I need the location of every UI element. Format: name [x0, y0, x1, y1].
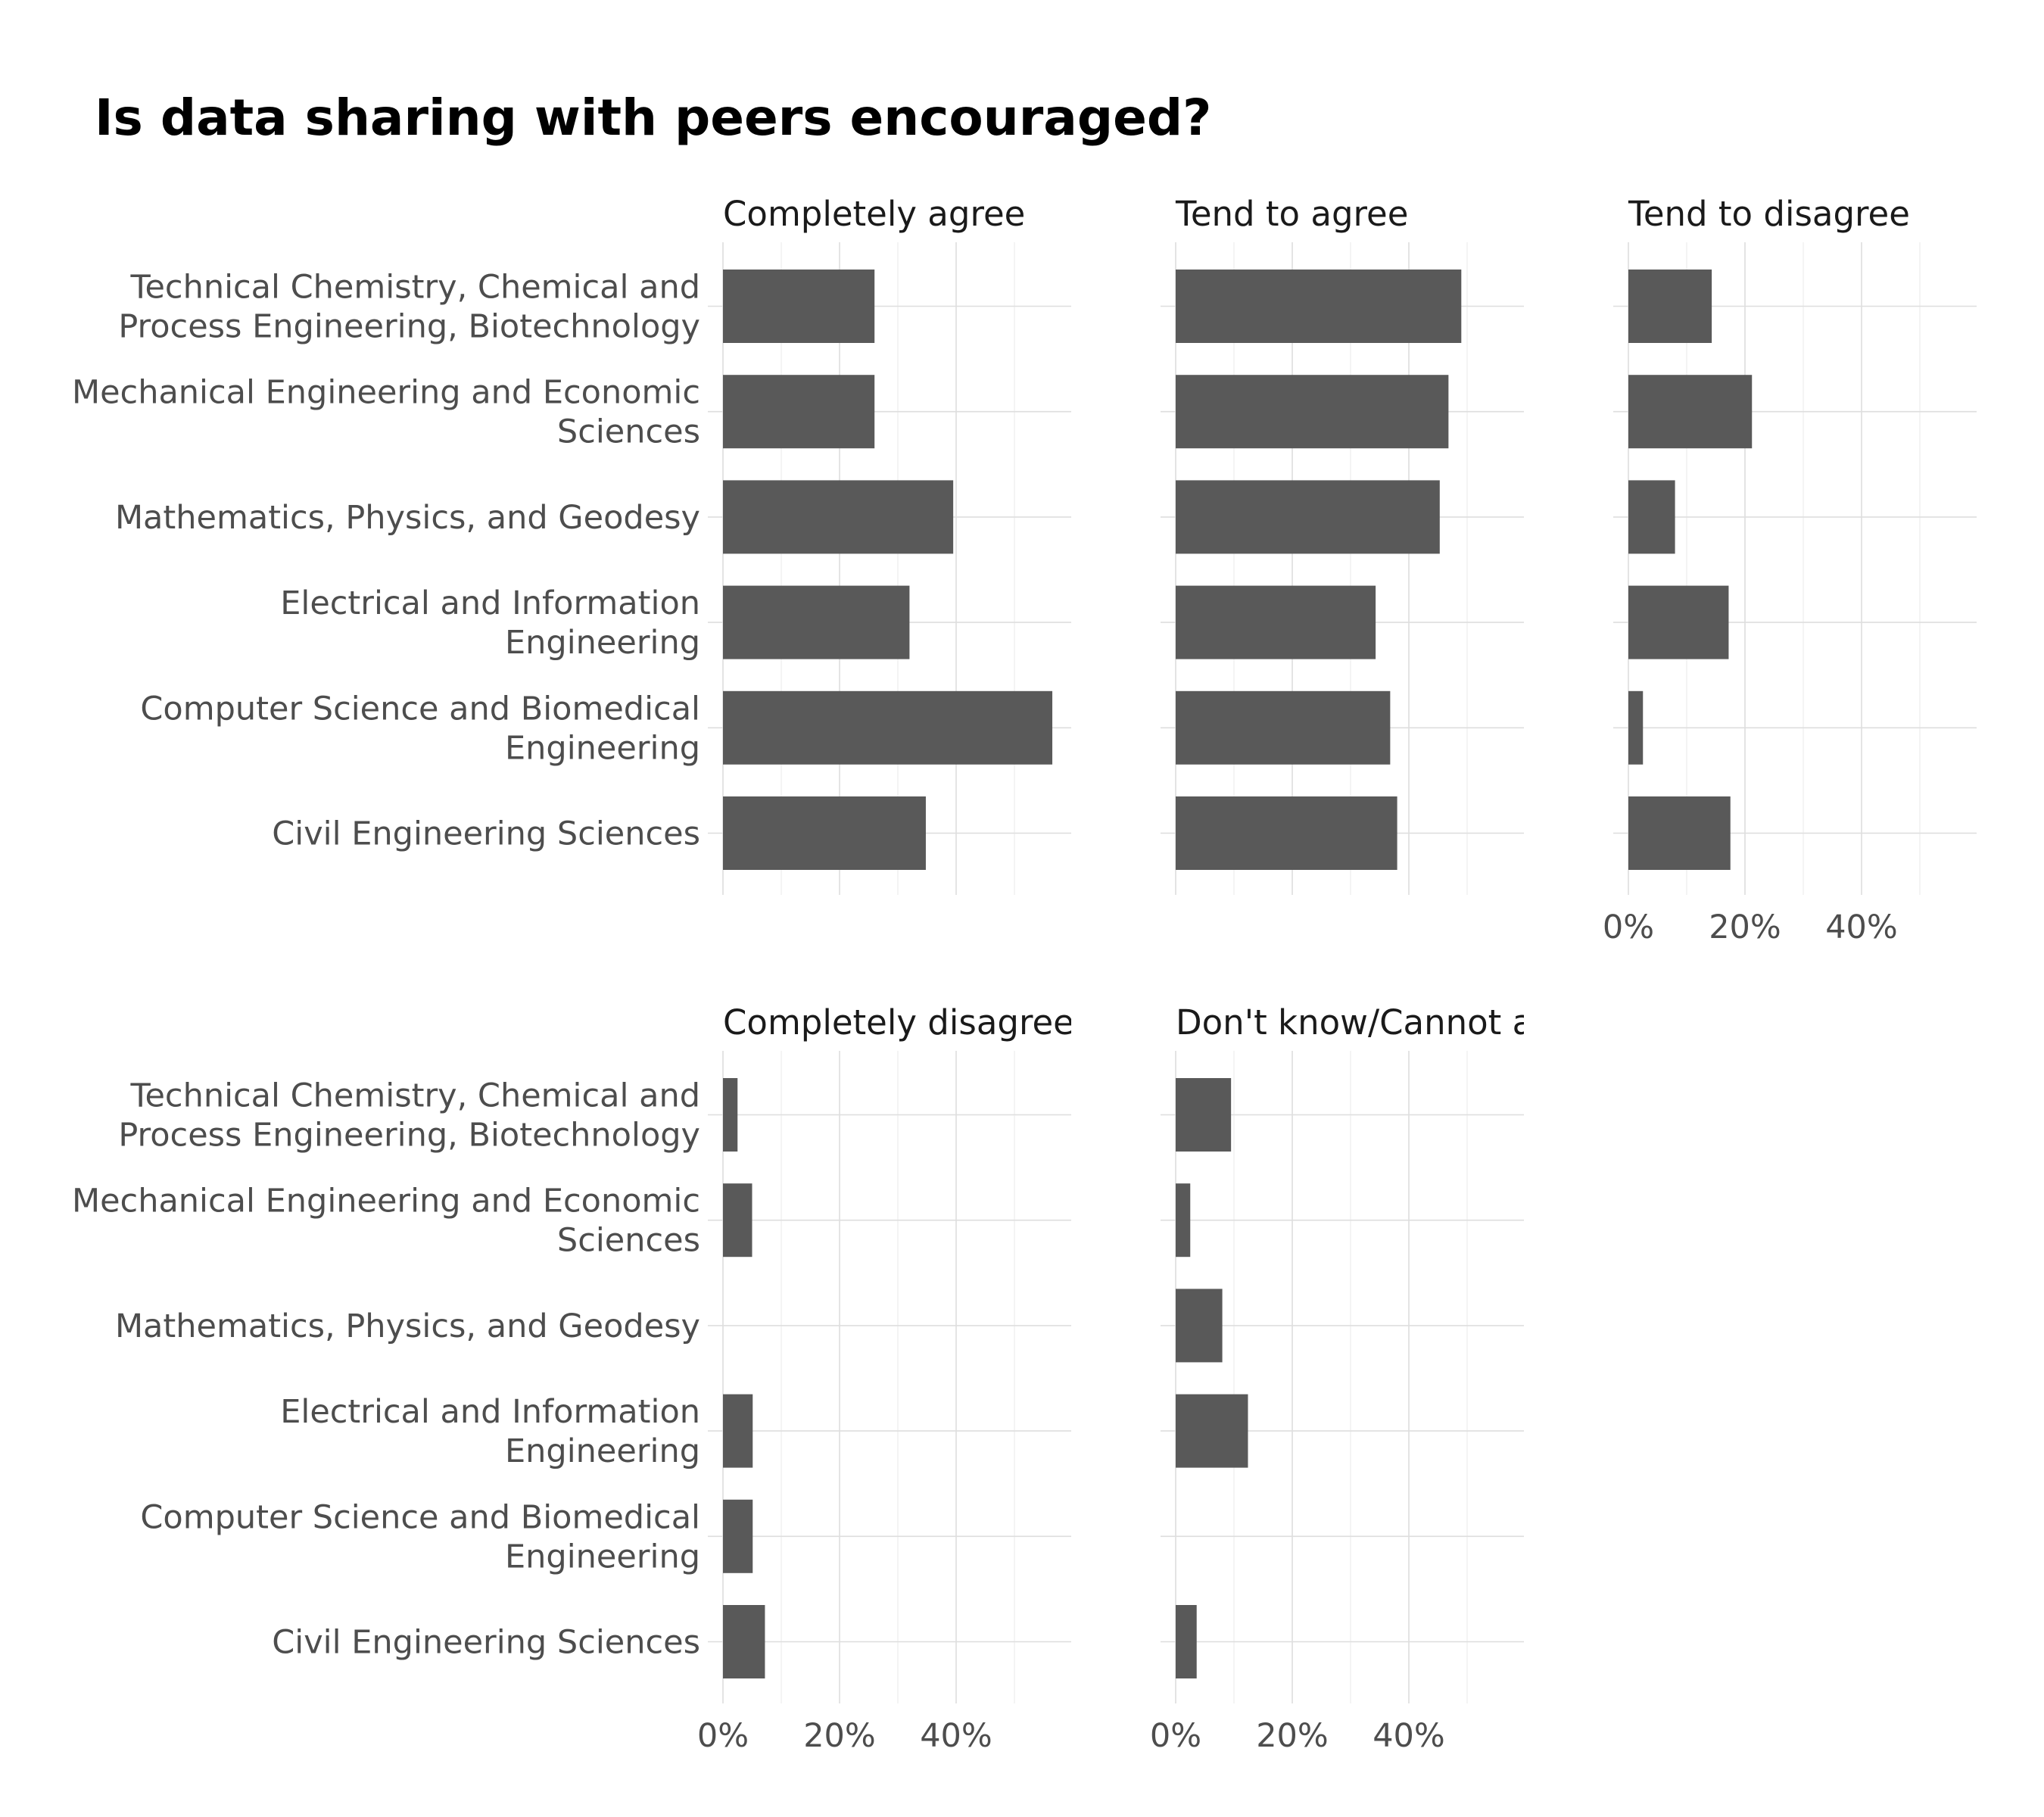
x-tick-label: 0% [1150, 1717, 1201, 1755]
bar [723, 690, 1053, 765]
bar [1176, 690, 1391, 765]
bar [1628, 585, 1729, 659]
bar [1628, 796, 1731, 870]
facet-title: Completely disagree [723, 1002, 1074, 1043]
category-label: Mechanical Engineering and Economic [72, 1183, 700, 1220]
bar [1628, 690, 1644, 765]
x-tick-label: 40% [920, 1717, 992, 1755]
category-label: Civil Engineering Sciences [272, 815, 700, 853]
facet-panel: Don't know/Cannot a 0% 20% 40% [1150, 1002, 1533, 1755]
category-label: Engineering [505, 624, 700, 662]
bar [1176, 375, 1449, 449]
bar [723, 270, 875, 343]
x-tick-label: 20% [1256, 1717, 1329, 1755]
facet-title: Don't know/Cannot a [1176, 1002, 1533, 1043]
bar [723, 796, 926, 870]
category-label: Mathematics, Physics, and Geodesy [115, 499, 700, 537]
facet-panel: Completely disagree Technical Chemistry, … [72, 1002, 1074, 1755]
bar [723, 480, 954, 554]
category-label: Sciences [557, 1222, 700, 1260]
category-label: Electrical and Information [280, 584, 700, 622]
facet-panel: Tend to disagree 0% 20% 40% [1603, 194, 1977, 946]
category-label: Engineering [505, 1538, 700, 1575]
bar [1176, 1605, 1197, 1678]
category-label: Computer Science and Biomedical [140, 1498, 700, 1536]
bar [723, 1394, 753, 1468]
bar [723, 375, 875, 449]
bar [1176, 585, 1376, 659]
category-label: Civil Engineering Sciences [272, 1624, 700, 1662]
category-label: Technical Chemistry, Chemical and [130, 269, 700, 307]
category-label: Sciences [557, 413, 700, 451]
bar [723, 1183, 752, 1258]
x-tick-label: 0% [1603, 908, 1654, 946]
facet-title: Tend to agree [1175, 194, 1408, 234]
bar [1176, 1078, 1232, 1152]
x-tick-label: 0% [697, 1717, 749, 1755]
x-tick-label: 20% [1709, 908, 1781, 946]
bar [1176, 270, 1462, 343]
bar [723, 1499, 753, 1573]
x-tick-label: 40% [1373, 1717, 1445, 1755]
facet-panel: Tend to agree [1161, 194, 1524, 895]
x-tick-label: 20% [803, 1717, 876, 1755]
bar [1176, 796, 1397, 870]
bar [723, 1605, 765, 1678]
category-label: Engineering [505, 729, 700, 767]
bar [1628, 270, 1712, 343]
bar [723, 585, 910, 659]
x-tick-label: 40% [1825, 908, 1898, 946]
facet-panels: Completely agree Technical Chemistry, Che… [72, 194, 1977, 1755]
facet-title: Completely agree [723, 194, 1025, 234]
bar [1176, 1394, 1248, 1468]
category-label: Technical Chemistry, Chemical and [130, 1077, 700, 1115]
bar [1176, 480, 1440, 554]
facet-title: Tend to disagree [1628, 194, 1910, 234]
grid [708, 1051, 1071, 1703]
bar [1628, 375, 1753, 449]
category-label: Electrical and Information [280, 1393, 700, 1431]
bar [1628, 480, 1675, 554]
category-label: Engineering [505, 1432, 700, 1470]
facet-panel: Completely agree Technical Chemistry, Che… [72, 194, 1071, 895]
category-label: Process Engineering, Biotechnology [118, 308, 700, 346]
bar [723, 1078, 738, 1152]
chart-title: Is data sharing with peers encouraged? [95, 89, 1211, 147]
category-label: Mathematics, Physics, and Geodesy [115, 1307, 700, 1345]
bar [1176, 1289, 1223, 1363]
bar [1176, 1183, 1191, 1258]
category-label: Computer Science and Biomedical [140, 690, 700, 728]
category-label: Process Engineering, Biotechnology [118, 1117, 700, 1155]
category-label: Mechanical Engineering and Economic [72, 374, 700, 412]
